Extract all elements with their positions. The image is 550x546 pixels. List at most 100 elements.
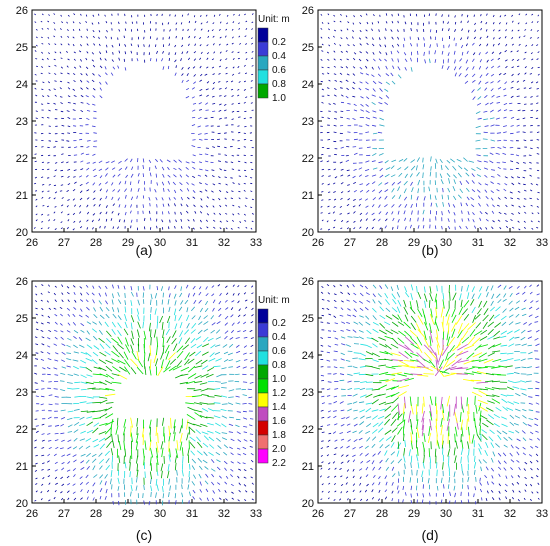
- vector-arrow: [460, 448, 464, 455]
- vector-arrow: [143, 217, 146, 221]
- vector-arrow: [530, 300, 534, 304]
- vector-arrow: [244, 499, 247, 502]
- vector-arrow: [397, 66, 401, 71]
- vector-arrow: [232, 21, 235, 24]
- vector-arrow: [251, 198, 254, 201]
- vector-arrow: [250, 321, 254, 324]
- vector-arrow: [203, 328, 209, 332]
- vector-arrow: [423, 337, 430, 348]
- vector-arrow: [162, 337, 165, 348]
- vector-arrow: [327, 330, 332, 332]
- vector-arrow: [243, 292, 247, 295]
- vector-arrow: [117, 226, 119, 229]
- vector-arrow: [142, 493, 144, 499]
- vector-arrow: [92, 168, 97, 172]
- vector-arrow: [66, 189, 70, 192]
- vector-arrow: [207, 430, 214, 434]
- vector-arrow: [334, 306, 338, 309]
- vector-arrow: [198, 133, 202, 135]
- vector-arrow: [478, 358, 488, 362]
- vector-arrow: [379, 167, 383, 172]
- vector-arrow: [99, 306, 104, 312]
- vector-arrow: [237, 475, 240, 479]
- vector-arrow: [198, 116, 202, 120]
- vector-arrow: [98, 337, 105, 344]
- vector-arrow: [60, 409, 66, 412]
- vector-arrow: [206, 94, 209, 97]
- vector-arrow: [186, 307, 189, 313]
- vector-arrow: [390, 50, 393, 55]
- vector-arrow: [175, 500, 177, 505]
- vector-arrow: [227, 352, 233, 356]
- vector-arrow: [384, 292, 389, 299]
- vector-arrow: [467, 218, 470, 222]
- vector-arrow: [208, 436, 215, 442]
- vector-arrow: [484, 450, 488, 456]
- vector-arrow: [166, 336, 171, 343]
- vector-arrow: [93, 190, 96, 193]
- vector-arrow: [224, 299, 228, 303]
- vector-arrow: [231, 190, 234, 192]
- vector-arrow: [385, 299, 390, 306]
- vector-arrow: [531, 491, 534, 494]
- vector-arrow: [162, 203, 165, 207]
- vector-arrow: [66, 307, 71, 311]
- vector-arrow: [226, 220, 229, 222]
- vector-arrow: [379, 285, 383, 289]
- vector-arrow: [345, 360, 351, 362]
- vector-arrow: [228, 423, 234, 426]
- vector-arrow: [41, 42, 44, 45]
- vector-arrow: [149, 359, 152, 370]
- vector-arrow: [119, 366, 127, 372]
- vector-arrow: [66, 140, 70, 142]
- vector-arrow: [491, 65, 495, 69]
- vector-arrow: [345, 344, 351, 347]
- vector-arrow: [85, 14, 88, 17]
- vector-arrow: [73, 176, 76, 178]
- vector-arrow: [199, 168, 203, 171]
- vector-arrow: [377, 293, 382, 298]
- vector-arrow: [33, 226, 36, 229]
- vector-arrow: [372, 51, 375, 55]
- legend-swatch: [257, 41, 269, 57]
- vector-arrow: [491, 366, 501, 369]
- vector-arrow: [185, 380, 196, 385]
- vector-arrow: [203, 451, 208, 457]
- vector-arrow: [429, 336, 432, 346]
- vector-arrow: [221, 437, 228, 441]
- vector-arrow: [142, 210, 144, 214]
- vector-arrow: [498, 483, 502, 487]
- vector-arrow: [46, 460, 50, 463]
- vector-arrow: [237, 314, 241, 318]
- vector-arrow: [484, 87, 488, 91]
- vector-arrow: [209, 352, 215, 358]
- vector-arrow: [150, 299, 152, 306]
- vector-arrow: [40, 20, 43, 23]
- vector-arrow: [235, 344, 240, 348]
- vector-arrow: [53, 211, 56, 214]
- vector-arrow: [510, 176, 514, 179]
- vector-arrow: [475, 322, 482, 329]
- vector-arrow: [364, 306, 369, 311]
- vector-arrow: [477, 87, 482, 91]
- vector-arrow: [79, 286, 83, 289]
- vector-arrow: [184, 329, 189, 335]
- vector-arrow: [117, 336, 123, 345]
- vector-arrow: [384, 358, 393, 361]
- vector-arrow: [150, 58, 152, 62]
- vector-arrow: [537, 191, 540, 194]
- vector-arrow: [497, 79, 501, 83]
- vector-arrow: [416, 358, 426, 368]
- vector-arrow: [530, 476, 534, 479]
- vector-arrow: [199, 211, 203, 214]
- vector-arrow: [237, 292, 240, 296]
- vector-arrow: [391, 307, 398, 313]
- vector-arrow: [421, 417, 425, 430]
- vector-arrow: [340, 438, 345, 441]
- vector-arrow: [458, 194, 462, 199]
- vector-arrow: [477, 96, 482, 100]
- vector-arrow: [359, 292, 364, 297]
- vector-arrow: [392, 337, 399, 345]
- vector-arrow: [448, 500, 451, 504]
- vector-arrow: [390, 72, 394, 77]
